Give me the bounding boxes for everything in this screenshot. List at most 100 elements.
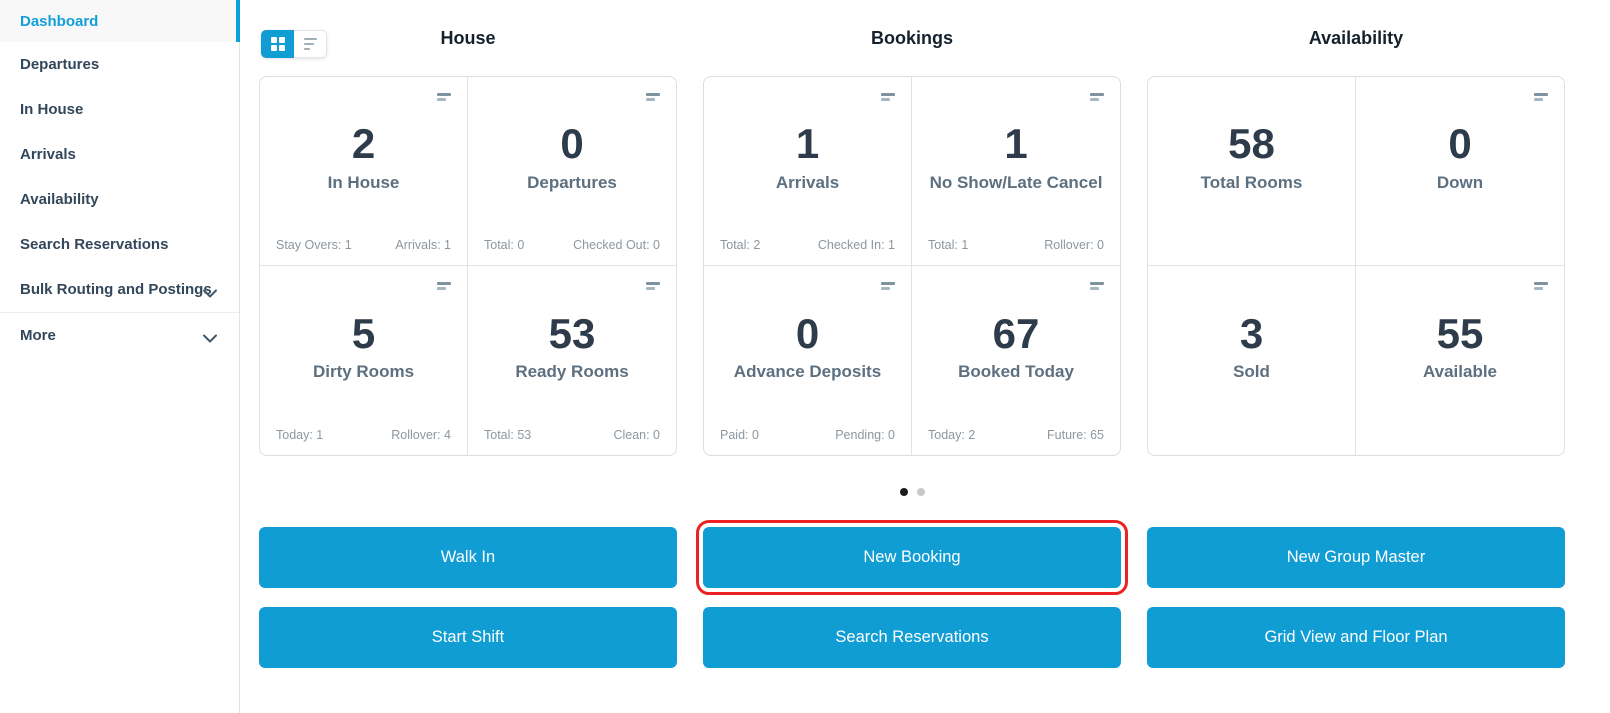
- card-details-icon[interactable]: [1090, 282, 1104, 290]
- search-reservations-button[interactable]: Search Reservations: [703, 607, 1121, 668]
- stat-card-down[interactable]: 0 Down: [1356, 77, 1564, 266]
- sidebar-item-in-house[interactable]: In House: [0, 87, 239, 132]
- sidebar-item-label: Search Reservations: [20, 236, 169, 253]
- bookings-card-group: 1 Arrivals Total: 2 Checked In: 1 1 No S…: [703, 76, 1121, 456]
- list-icon: [303, 38, 317, 50]
- stat-footer-right: Future: 65: [1047, 428, 1104, 442]
- sidebar-item-departures[interactable]: Departures: [0, 42, 239, 87]
- stat-label: Available: [1422, 362, 1498, 382]
- stat-footer-right: Checked In: 1: [817, 238, 895, 252]
- sidebar-item-label: Arrivals: [20, 146, 76, 163]
- stat-value: 1: [795, 120, 820, 168]
- stat-value: 5: [351, 309, 376, 357]
- stat-value: 58: [1228, 120, 1275, 168]
- start-shift-button[interactable]: Start Shift: [259, 607, 677, 668]
- list-view-button[interactable]: [294, 30, 327, 58]
- sidebar-item-label: Availability: [20, 191, 99, 208]
- sidebar-item-label: Departures: [20, 56, 100, 73]
- dashboard-main: House Bookings Availability 2 In House S…: [240, 0, 1610, 713]
- sidebar-item-more[interactable]: More: [0, 312, 239, 357]
- stat-value: 2: [351, 120, 376, 168]
- stat-card-total-rooms[interactable]: 58 Total Rooms: [1148, 77, 1356, 266]
- stat-card-dirty-rooms[interactable]: 5 Dirty Rooms Today: 1 Rollover: 4: [260, 266, 468, 455]
- section-headers: House Bookings Availability: [259, 0, 1610, 76]
- stat-footer-left: Paid: 0: [720, 428, 759, 442]
- stat-label: Total Rooms: [1200, 172, 1303, 192]
- card-details-icon[interactable]: [646, 93, 660, 101]
- stat-card-available[interactable]: 55 Available: [1356, 266, 1564, 455]
- availability-card-group: 58 Total Rooms 0 Down 3 Sold 55 Availabl…: [1147, 76, 1565, 456]
- stat-label: Sold: [1233, 362, 1270, 382]
- stat-footer-left: Total: 53: [484, 428, 532, 442]
- stat-footer: Total: 2 Checked In: 1: [720, 238, 895, 252]
- stat-footer-right: Clean: 0: [613, 428, 660, 442]
- grid-view-button[interactable]: [261, 30, 294, 58]
- card-details-icon[interactable]: [1534, 93, 1548, 101]
- stat-value: 67: [992, 309, 1040, 357]
- card-details-icon[interactable]: [437, 282, 451, 290]
- stat-card-ready-rooms[interactable]: 53 Ready Rooms Total: 53 Clean: 0: [468, 266, 676, 455]
- sidebar-item-dashboard[interactable]: Dashboard: [0, 0, 240, 42]
- card-details-icon[interactable]: [881, 93, 895, 101]
- stat-card-advance-deposits[interactable]: 0 Advance Deposits Paid: 0 Pending: 0: [704, 266, 912, 455]
- stat-footer: Paid: 0 Pending: 0: [720, 428, 895, 442]
- stat-card-sold[interactable]: 3 Sold: [1148, 266, 1356, 455]
- stat-footer: Total: 1 Rollover: 0: [928, 238, 1104, 252]
- stat-card-departures[interactable]: 0 Departures Total: 0 Checked Out: 0: [468, 77, 676, 266]
- card-details-icon[interactable]: [881, 282, 895, 290]
- sidebar-item-availability[interactable]: Availability: [0, 177, 239, 222]
- stat-footer-left: Stay Overs: 1: [276, 238, 352, 252]
- carousel-dots: [703, 487, 1121, 496]
- stat-card-in-house[interactable]: 2 In House Stay Overs: 1 Arrivals: 1: [260, 77, 468, 266]
- stat-label: Ready Rooms: [515, 362, 629, 382]
- stat-card-arrivals[interactable]: 1 Arrivals Total: 2 Checked In: 1: [704, 77, 912, 266]
- new-booking-button[interactable]: New Booking: [696, 520, 1128, 595]
- stat-footer: Total: 0 Checked Out: 0: [484, 238, 660, 252]
- stat-value: 0: [795, 309, 820, 357]
- stat-footer: Stay Overs: 1 Arrivals: 1: [276, 238, 451, 252]
- stat-value: 3: [1239, 309, 1264, 357]
- stat-label: Arrivals: [775, 172, 840, 192]
- stat-footer: Today: 2 Future: 65: [928, 428, 1104, 442]
- stat-footer-left: Today: 1: [276, 428, 324, 442]
- sidebar-item-label: More: [20, 326, 56, 344]
- stat-value: 0: [1448, 120, 1472, 168]
- stat-footer-right: Pending: 0: [835, 428, 895, 442]
- section-title-availability: Availability: [1308, 27, 1404, 48]
- chevron-down-icon: [203, 330, 217, 347]
- stat-footer: Today: 1 Rollover: 4: [276, 428, 451, 442]
- stat-label: Advance Deposits: [733, 362, 882, 382]
- card-details-icon[interactable]: [1534, 282, 1548, 290]
- walk-in-button[interactable]: Walk In: [259, 527, 677, 588]
- section-title-bookings: Bookings: [870, 27, 953, 48]
- stat-footer-left: Today: 2: [928, 428, 976, 442]
- sidebar-item-label: Bulk Routing and Postings: [20, 281, 212, 298]
- card-details-icon[interactable]: [1090, 93, 1104, 101]
- quick-actions: Walk In New Booking New Group Master Sta…: [259, 520, 1610, 668]
- stat-footer-left: Total: 2: [720, 238, 761, 252]
- card-details-icon[interactable]: [437, 93, 451, 101]
- stat-label: Down: [1436, 172, 1484, 192]
- stat-card-no-show-late-cancel[interactable]: 1 No Show/Late Cancel Total: 1 Rollover:…: [912, 77, 1120, 266]
- stat-label: In House: [327, 172, 400, 192]
- stat-card-groups: 2 In House Stay Overs: 1 Arrivals: 1 0 D…: [259, 76, 1610, 456]
- sidebar-item-arrivals[interactable]: Arrivals: [0, 132, 239, 177]
- chevron-down-icon: [203, 285, 217, 302]
- sidebar-item-search-reservations[interactable]: Search Reservations: [0, 222, 239, 267]
- stat-footer-right: Rollover: 4: [391, 428, 451, 442]
- stat-footer-right: Rollover: 0: [1044, 238, 1104, 252]
- house-card-group: 2 In House Stay Overs: 1 Arrivals: 1 0 D…: [259, 76, 677, 456]
- grid-icon: [270, 37, 285, 51]
- sidebar-item-bulk-routing-and-postings[interactable]: Bulk Routing and Postings: [0, 267, 239, 312]
- stat-card-booked-today[interactable]: 67 Booked Today Today: 2 Future: 65: [912, 266, 1120, 455]
- stat-value: 53: [548, 309, 596, 357]
- stat-label: Booked Today: [958, 362, 1074, 382]
- carousel-dot-2[interactable]: [916, 487, 925, 496]
- new-group-master-button[interactable]: New Group Master: [1147, 527, 1565, 588]
- card-details-icon[interactable]: [646, 282, 660, 290]
- stat-footer-left: Total: 0: [484, 238, 525, 252]
- stat-footer-right: Checked Out: 0: [573, 238, 660, 252]
- grid-view-and-floor-plan-button[interactable]: Grid View and Floor Plan: [1147, 607, 1565, 668]
- carousel-dot-1[interactable]: [899, 487, 908, 496]
- stat-footer-left: Total: 1: [928, 238, 969, 252]
